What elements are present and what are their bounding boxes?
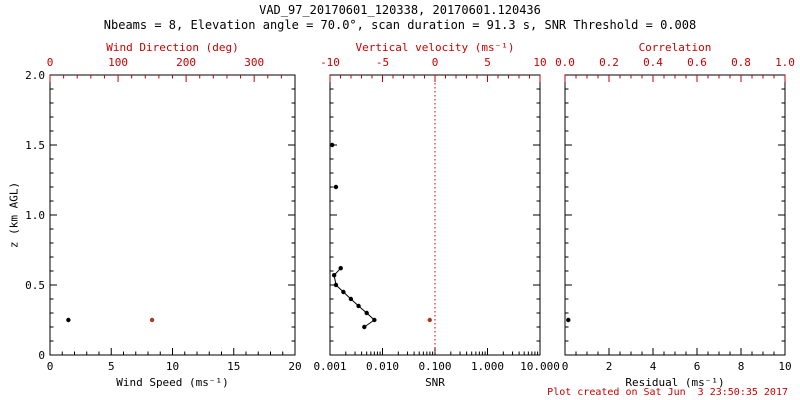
top-tick-label: -10	[320, 56, 340, 69]
x-tick-label: 20	[288, 360, 301, 373]
top-tick-label: 0.2	[599, 56, 619, 69]
top-tick-label: 0.4	[643, 56, 663, 69]
data-point-wind-direction	[149, 317, 155, 323]
data-point-snr-profile	[372, 317, 377, 323]
top-tick-label: 200	[176, 56, 196, 69]
bottom-axis-title: SNR	[425, 376, 445, 389]
x-tick-label: 4	[650, 360, 657, 373]
top-tick-label: 300	[244, 56, 264, 69]
x-tick-label: 10.000	[520, 360, 560, 373]
data-point-snr-profile	[348, 296, 354, 302]
series-line-snr-profile	[333, 267, 376, 328]
top-axis-title: Wind Direction (deg)	[106, 41, 238, 54]
data-point-vertical-velocity	[427, 317, 432, 323]
y-tick-label: 0.5	[25, 279, 45, 292]
top-tick-label: 10	[533, 56, 546, 69]
top-tick-label: 0	[47, 56, 54, 69]
top-tick-label: 1.0	[775, 56, 795, 69]
x-tick-label: 5	[108, 360, 115, 373]
data-point-snr-profile	[362, 324, 367, 330]
panel-border	[49, 74, 296, 356]
top-tick-label: 100	[108, 56, 128, 69]
top-tick-label: -5	[376, 56, 389, 69]
x-tick-label: 10	[166, 360, 179, 373]
panel-border	[564, 74, 786, 356]
data-point-snr-profile	[338, 266, 343, 271]
top-tick-label: 0.0	[555, 56, 575, 69]
x-tick-label: 0	[562, 360, 569, 373]
plot-title: VAD_97_20170601_120338, 20170601.120436	[259, 3, 541, 17]
y-tick-label: 1.0	[25, 209, 45, 222]
data-point-snr-profile	[341, 289, 346, 295]
plot-subtitle: Nbeams = 8, Elevation angle = 70.0°, sca…	[103, 18, 697, 32]
panel-residual-and-correlation: 0 2 4 6 8 10 Residual (ms⁻¹) 0.0 0.2 0.4 0.6 0.8 1.0…	[555, 41, 795, 389]
x-tick-label: 1.000	[471, 360, 504, 373]
top-axis-title: Vertical velocity (ms⁻¹)	[356, 41, 515, 54]
y-tick-label: 0	[38, 349, 45, 362]
x-tick-label: 0.001	[313, 360, 346, 373]
data-point-residual	[566, 317, 571, 323]
y-tick-label: 2.0	[25, 69, 45, 82]
y-tick-label: 1.5	[25, 139, 45, 152]
top-tick-label: 0	[432, 56, 439, 69]
y-axis-title: z (km AGL)	[7, 181, 21, 249]
x-tick-label: 8	[738, 360, 745, 373]
x-tick-label: 0	[47, 360, 54, 373]
x-tick-label: 10	[778, 360, 791, 373]
data-point-snr-profile	[333, 282, 339, 288]
bottom-axis-title: Wind Speed (ms⁻¹)	[116, 376, 229, 389]
x-tick-label: 0.010	[366, 360, 399, 373]
x-tick-label: 0.100	[418, 360, 451, 373]
x-tick-label: 2	[606, 360, 613, 373]
top-axis-title: Correlation	[639, 41, 712, 54]
x-tick-label: 6	[694, 360, 701, 373]
top-tick-label: 0.8	[731, 56, 751, 69]
data-point-wind-speed	[66, 317, 71, 323]
data-point-snr-upper-gates	[333, 184, 339, 190]
x-tick-label: 15	[227, 360, 240, 373]
top-tick-label: 0.6	[687, 56, 707, 69]
top-tick-label: 5	[484, 56, 491, 69]
plot-created-timestamp: Plot created on Sat Jun 3 23:50:35 2017	[547, 387, 788, 398]
panel-snr-and-vertical-velocity: 0.001 0.010 0.100 1.000 10.000 SNR -10 -5 0 5 10 Ve…	[313, 41, 559, 389]
bottom-axis-title: Residual (ms⁻¹)	[625, 376, 724, 389]
data-point-snr-profile	[356, 303, 361, 309]
data-point-snr-profile	[331, 273, 337, 278]
data-point-snr-profile	[364, 310, 369, 316]
data-point-snr-upper-gates	[329, 142, 335, 148]
